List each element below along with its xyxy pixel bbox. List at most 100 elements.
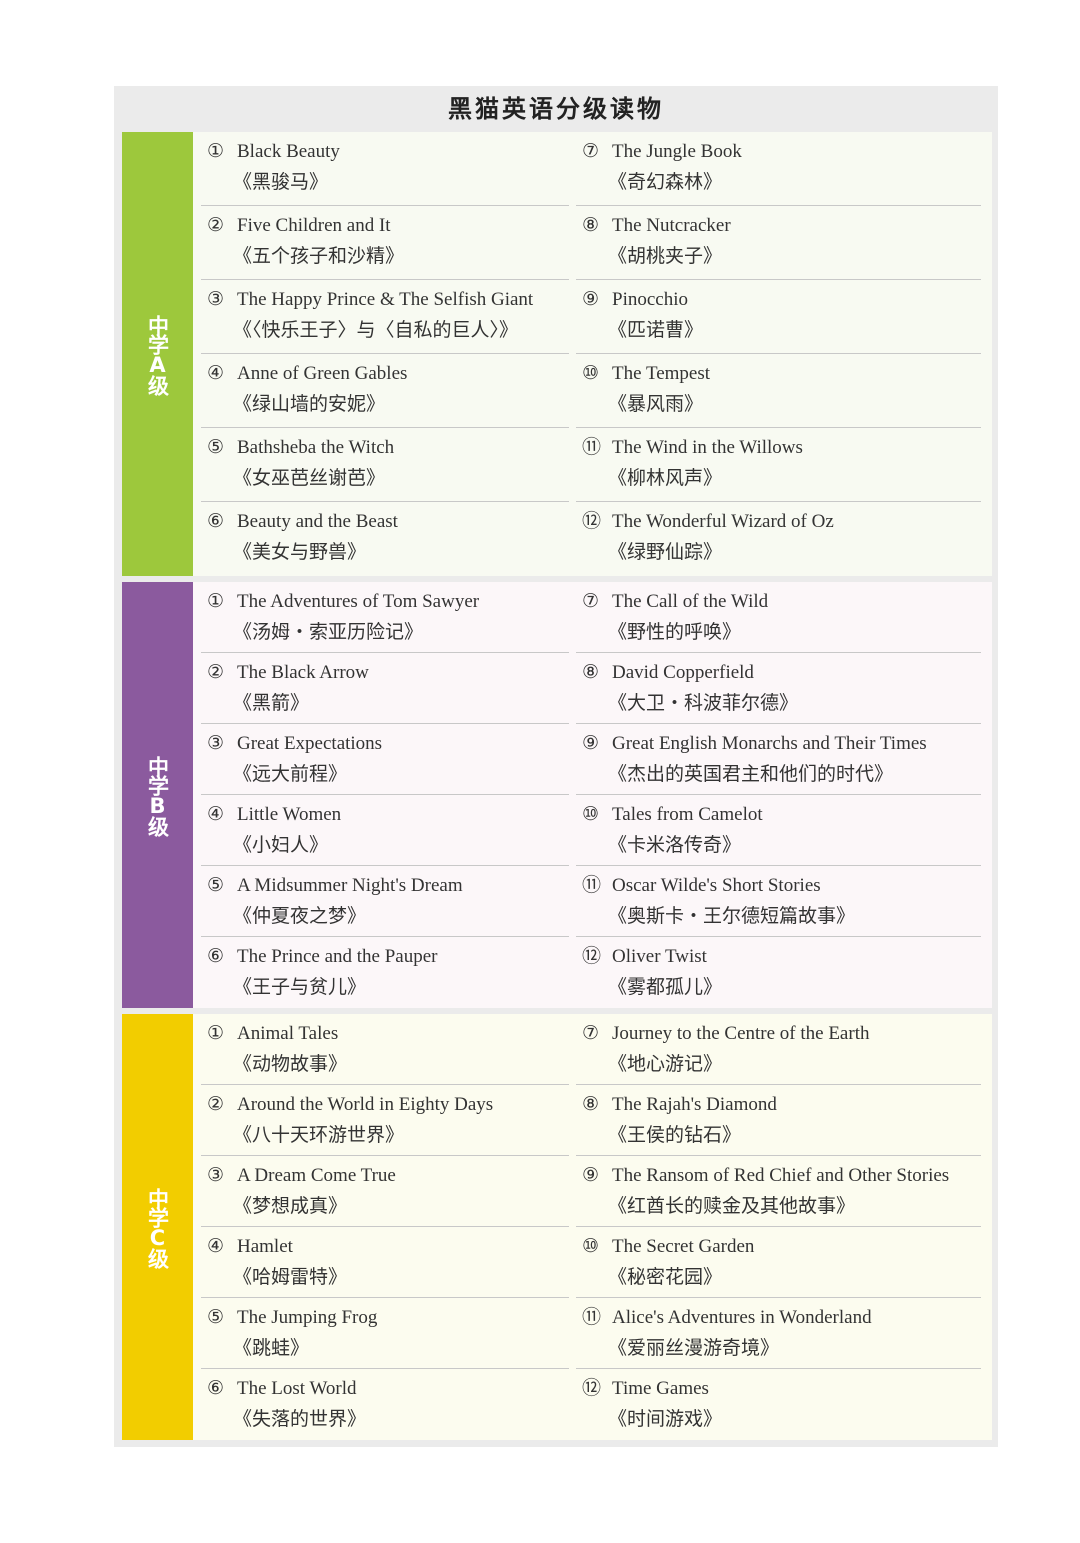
book-number: ① <box>207 591 225 612</box>
book-title-en: The Tempest <box>612 362 711 384</box>
book-number: ⑨ <box>582 1164 600 1186</box>
book-title-en: Tales from Camelot <box>612 803 763 825</box>
book-title-cn: 《美女与野兽》 <box>233 541 367 563</box>
book-title-en: Alice's Adventures in Wonderland <box>612 1306 872 1328</box>
level-section-A: 中学A级 ① Black Beauty 《黑骏马》 ② Five Children and… <box>122 132 992 576</box>
book-number: ④ <box>207 803 225 825</box>
book-title-en: Black Beauty <box>237 141 340 162</box>
book-title-cn: 《雾都孤儿》 <box>608 976 723 998</box>
book-title-en: Little Women <box>237 803 342 825</box>
book-title-en: The Adventures of Tom Sawyer <box>237 591 480 612</box>
book-title-en: Bathsheba the Witch <box>237 436 395 458</box>
book-title-en: Animal Tales <box>237 1023 339 1044</box>
book-item: ⑪ Oscar Wilde's Short Stories 《奥斯卡・王尔德短篇故事… <box>576 866 981 937</box>
book-number: ⑥ <box>207 945 225 967</box>
level-body: ① The Adventures of Tom Sawyer 《汤姆・索亚历险记》 ②… <box>193 582 992 1008</box>
book-item: ⑧ The Nutcracker 《胡桃夹子》 <box>576 206 981 280</box>
book-number: ② <box>207 1093 225 1115</box>
book-title-en: The Wind in the Willows <box>612 436 803 458</box>
book-title-cn: 《地心游记》 <box>608 1054 723 1075</box>
book-title-cn: 《野性的呼唤》 <box>608 622 742 643</box>
book-item: ① Animal Tales 《动物故事》 <box>201 1014 569 1085</box>
level-section-B: 中学B级 ① The Adventures of Tom Sawyer 《汤姆・索亚历… <box>122 582 992 1008</box>
book-item: ⑫ Oliver Twist 《雾都孤儿》 <box>576 937 981 1008</box>
book-column-left: ① The Adventures of Tom Sawyer 《汤姆・索亚历险记》 ②… <box>201 582 569 1008</box>
book-item: ① The Adventures of Tom Sawyer 《汤姆・索亚历险记》 <box>201 582 569 653</box>
book-title-cn: 《〈快乐王子〉与〈自私的巨人〉》 <box>233 319 519 341</box>
book-title-en: Time Games <box>612 1377 709 1399</box>
book-item: ⑦ The Call of the Wild 《野性的呼唤》 <box>576 582 981 653</box>
book-title-cn: 《暴风雨》 <box>608 393 704 415</box>
level-label: 中学B级 <box>122 582 193 1008</box>
book-title-cn: 《小妇人》 <box>233 834 329 856</box>
book-number: ① <box>207 1023 225 1044</box>
book-number: ⑧ <box>582 214 600 236</box>
book-title-cn: 《哈姆雷特》 <box>233 1266 348 1288</box>
book-number: ⑧ <box>582 661 600 683</box>
book-title-en: Pinocchio <box>612 288 688 310</box>
book-number: ⑤ <box>207 1306 225 1328</box>
book-item: ⑫ Time Games 《时间游戏》 <box>576 1369 981 1440</box>
book-column-right: ⑦ Journey to the Centre of the Earth 《地心游记… <box>576 1014 981 1440</box>
level-body: ① Animal Tales 《动物故事》 ② Around the World in … <box>193 1014 992 1440</box>
table-title: 黑猫英语分级读物 <box>448 97 664 123</box>
book-title-cn: 《卡米洛传奇》 <box>608 834 742 856</box>
book-title-en: Oliver Twist <box>612 945 707 967</box>
book-title-en: The Jungle Book <box>612 141 742 162</box>
book-column-left: ① Animal Tales 《动物故事》 ② Around the World in … <box>201 1014 569 1440</box>
book-title-cn: 《动物故事》 <box>233 1054 348 1075</box>
book-title-en: The Ransom of Red Chief and Other Storie… <box>612 1164 950 1186</box>
book-title-cn: 《远大前程》 <box>233 763 348 785</box>
book-item: ④ Hamlet 《哈姆雷特》 <box>201 1227 569 1298</box>
book-title-cn: 《仲夏夜之梦》 <box>233 905 367 927</box>
book-title-cn: 《王子与贫儿》 <box>233 976 367 998</box>
book-number: ⑤ <box>207 436 225 458</box>
book-item: ⑨ The Ransom of Red Chief and Other Stori… <box>576 1156 981 1227</box>
book-title-en: The Black Arrow <box>237 661 369 683</box>
book-title-en: The Wonderful Wizard of Oz <box>612 510 834 532</box>
book-title-cn: 《奇幻森林》 <box>608 172 723 193</box>
book-title-en: The Prince and the Pauper <box>237 945 438 967</box>
book-title-cn: 《失落的世界》 <box>233 1408 367 1430</box>
book-title-en: The Nutcracker <box>612 214 731 236</box>
book-title-en: Around the World in Eighty Days <box>237 1093 494 1115</box>
book-item: ④ Anne of Green Gables 《绿山墙的安妮》 <box>201 354 569 428</box>
book-title-cn: 《大卫・科波菲尔德》 <box>608 692 799 714</box>
book-number: ⑨ <box>582 288 600 310</box>
book-number: ② <box>207 214 225 236</box>
book-number: ⑫ <box>582 1377 602 1399</box>
book-title-cn: 《绿山墙的安妮》 <box>233 393 386 415</box>
book-title-cn: 《柳林风声》 <box>608 467 723 489</box>
book-item: ⑧ David Copperfield 《大卫・科波菲尔德》 <box>576 653 981 724</box>
book-item: ③ The Happy Prince & The Selfish Giant 《〈快… <box>201 280 569 354</box>
level-label: 中学C级 <box>122 1014 193 1440</box>
book-item: ⑤ The Jumping Frog 《跳蛙》 <box>201 1298 569 1369</box>
book-title-cn: 《汤姆・索亚历险记》 <box>233 622 424 643</box>
book-title-en: Anne of Green Gables <box>237 362 408 384</box>
book-item: ⑤ Bathsheba the Witch 《女巫芭丝谢芭》 <box>201 428 569 502</box>
book-number: ④ <box>207 1235 225 1257</box>
book-title-cn: 《黑箭》 <box>233 692 310 714</box>
book-number: ⑦ <box>582 591 600 612</box>
book-title-cn: 《奥斯卡・王尔德短篇故事》 <box>608 905 856 927</box>
book-number: ⑧ <box>582 1093 600 1115</box>
book-title-en: Journey to the Centre of the Earth <box>612 1023 870 1044</box>
level-section-C: 中学C级 ① Animal Tales 《动物故事》 ② Around the World… <box>122 1014 992 1440</box>
book-item: ⑦ Journey to the Centre of the Earth 《地心游记… <box>576 1014 981 1085</box>
book-title-cn: 《秘密花园》 <box>608 1266 723 1288</box>
book-title-en: Great English Monarchs and Their Times <box>612 732 927 754</box>
book-title-cn: 《胡桃夹子》 <box>608 245 723 267</box>
book-number: ⑨ <box>582 732 600 754</box>
book-title-cn: 《杰出的英国君主和他们的时代》 <box>608 763 894 785</box>
book-title-cn: 《王侯的钻石》 <box>608 1124 742 1146</box>
book-title-cn: 《五个孩子和沙精》 <box>233 245 405 267</box>
book-item: ⑫ The Wonderful Wizard of Oz 《绿野仙踪》 <box>576 502 981 576</box>
book-title-en: The Happy Prince & The Selfish Giant <box>237 288 534 310</box>
book-number: ⑫ <box>582 945 602 967</box>
book-item: ② Around the World in Eighty Days 《八十天环游世界… <box>201 1085 569 1156</box>
book-title-en: A Dream Come True <box>237 1164 396 1186</box>
book-title-en: The Rajah's Diamond <box>612 1093 777 1115</box>
book-item: ⑧ The Rajah's Diamond 《王侯的钻石》 <box>576 1085 981 1156</box>
book-title-en: A Midsummer Night's Dream <box>237 874 463 896</box>
book-title-en: Oscar Wilde's Short Stories <box>612 874 821 896</box>
